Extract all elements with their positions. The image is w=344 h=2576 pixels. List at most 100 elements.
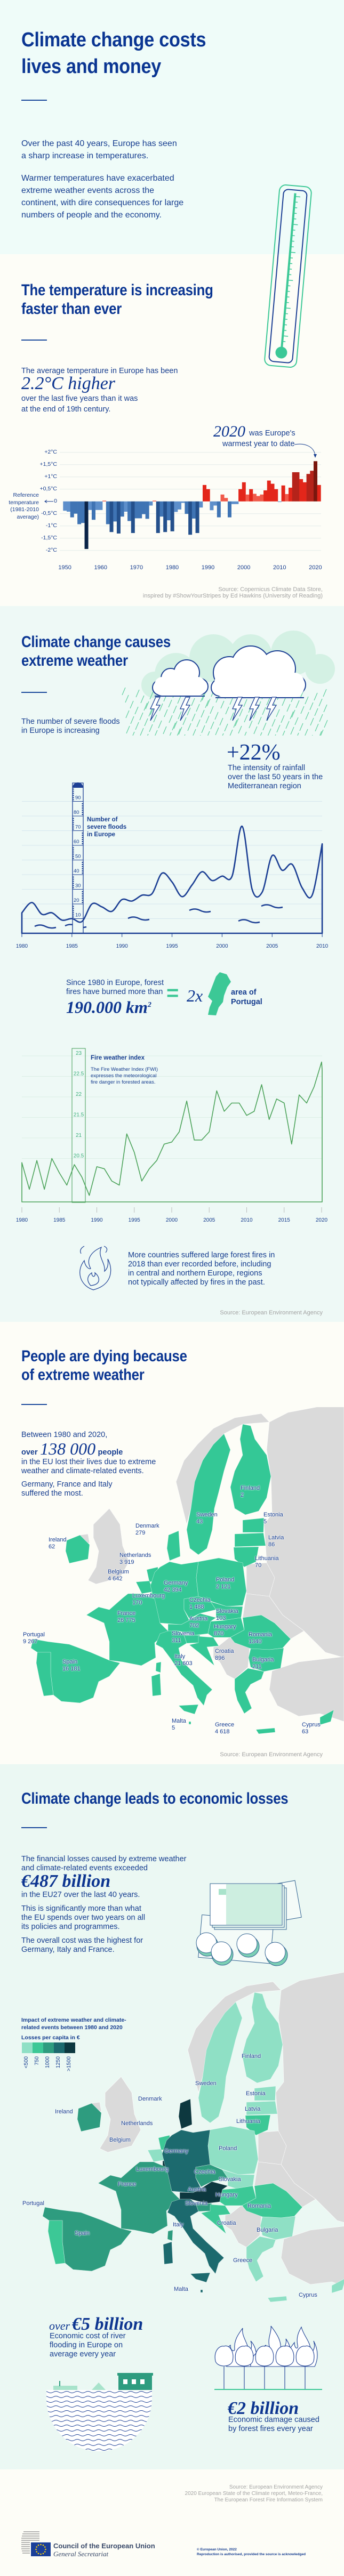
rain-drop [238,725,242,734]
rain-drop [220,700,225,709]
rain-drop [271,718,276,727]
country-france [98,2161,180,2234]
map-label-slovenia: Slovenia [185,2200,208,2207]
heading-line: The temperature is increasing [21,281,213,299]
deaths-stat-value: 138 000 [40,1439,96,1458]
legend-label: 1000 [45,2056,51,2069]
rain-drop [229,697,234,705]
text-line: Reference [13,492,39,498]
map-label-luxembourg: Luxembourg 170 [132,1593,165,1606]
rain-drop [145,701,149,709]
text-line: Mediterranean region [228,782,301,790]
map-label-lithuania: Lithuania 70 [255,1555,279,1569]
y-tick-label: 0 [54,497,57,504]
temperature-bar [131,501,135,534]
map-label-denmark: Denmark [138,2096,162,2102]
people-label: people [98,1448,123,1457]
rain-drop [323,704,327,713]
temperature-bar [263,490,268,502]
fire-weather-index-chart: 23 22.5 22 21.5 21 20.5 1980 1985 1990 1995 2000 20… [16,1048,328,1223]
wave-icon [127,916,150,921]
economy-lead: The financial losses caused by extreme w… [21,1855,187,1873]
rain-drop [266,697,270,706]
country-greece [234,1668,265,1714]
star-icon [36,2546,38,2548]
intro-section [0,0,344,254]
non-eu-land-balkans [213,1637,250,1679]
map-label-croatia: Croatia 896 [215,1648,234,1662]
map-label-czechia: Czechia 1 488 [189,1597,211,1611]
country-greece [267,2296,287,2303]
temperature-highlight: 2.2°C higher [21,374,116,393]
x-tick-label: 2000 [166,1217,178,1223]
country-italy [167,2199,225,2274]
temperature-bar [88,501,92,510]
rain-drop [320,729,324,736]
rain-drop [130,716,134,724]
floods-text: The number of severe floods in Europe is… [21,717,120,736]
thermometer-tick [284,313,288,314]
heading-line: extreme weather [21,652,128,669]
text-line: The Fire Weather Index (FWI) [91,1067,158,1072]
y-tick-label: +0,5°C [39,485,57,492]
text-line: not typically affected by fires in the p… [128,1278,265,1287]
thermometer-tick [294,201,298,203]
economy-paragraph-3: The overall cost was the highest for Ger… [21,1936,143,1955]
text-line: over the last five years than it was [21,394,138,403]
rain-drop [214,712,219,720]
country-name: Latvia [268,1535,284,1541]
temperature-section [0,254,344,606]
temperature-bar [74,501,78,514]
x-tick-label: 2020 [316,1217,328,1223]
star-icon [37,2553,39,2555]
page-title: Climate change costs lives and money [21,27,206,80]
x-tick-label: 1950 [58,564,71,571]
country-deaths: 63 [302,1729,309,1735]
map-label-slovenia: Slovenia 311 [172,1630,194,1644]
map-group [30,1407,344,1734]
reference-arrow [44,499,53,503]
legend-swatch [54,2042,65,2053]
star-icon [44,2551,46,2553]
map-label-romania: Romania [247,2203,271,2209]
x-tick-label: 1980 [16,943,28,949]
temperature-bar [67,501,71,512]
text-line: average every year [50,2350,116,2359]
x-tick-label: 2010 [273,564,286,571]
star-icon [40,2543,42,2546]
text-line: suffered the most. [21,1489,83,1498]
rain-drop [201,709,205,718]
x-tick-label: 1960 [94,564,107,571]
country-croatia [201,2204,231,2234]
temperature-bar [314,461,318,502]
temperature-bar [134,501,139,519]
deaths-rest: in the EU lost their lives due to extrem… [21,1458,156,1476]
rain-drop [314,692,318,701]
gauge-label: 22 [76,1092,82,1097]
temperature-bar [81,501,85,523]
rain-drop [169,715,173,723]
rain-drop [290,711,294,720]
map-label-estonia: Estonia [246,2090,266,2097]
wave-icon [238,919,260,924]
heading-line: Climate change causes [21,633,171,651]
thermometer-tick [289,257,293,259]
tree-icon [214,2345,234,2367]
rain-drop [135,722,139,730]
rain-drop [122,687,126,696]
wave-icon [189,908,211,913]
text-line: Impact of extreme weather and climate- [21,2017,126,2023]
text-line: The overall cost was the highest for [21,1936,143,1945]
text-line: temperature [9,499,39,506]
economy-heading: Climate change leads to economic losses [21,1790,289,1807]
wave-icon [261,904,283,909]
text-line: in the EU lost their lives due to extrem… [21,1458,156,1466]
fwi-description: The Fire Weather Index (FWI) expresses t… [91,1067,158,1086]
temperature-bar [149,501,153,506]
temperature-bar [299,479,303,502]
country-portugal [36,1652,54,1697]
storm-clouds-illustration [122,631,335,736]
country-deaths: 42 394 [164,1587,182,1593]
rain-drop [184,734,186,736]
rain-drop [297,732,299,736]
